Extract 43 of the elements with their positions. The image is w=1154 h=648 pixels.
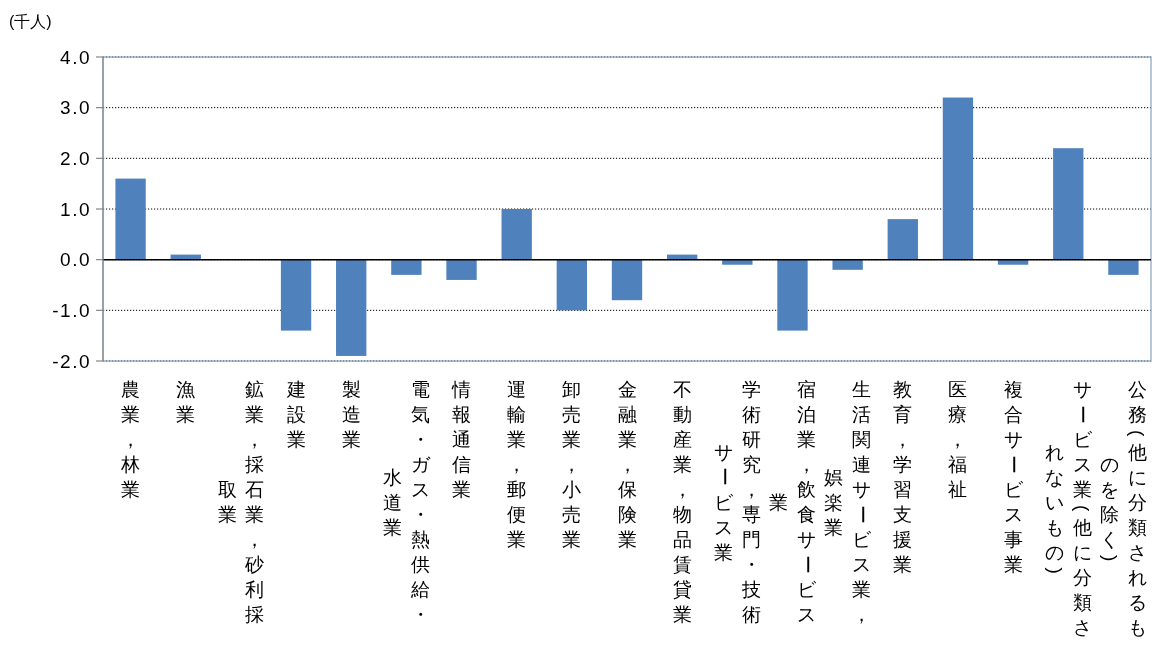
x-tick-label: 卸売業，小売業	[562, 379, 582, 551]
x-tick-label: 複合サービス事業	[1003, 379, 1025, 576]
x-tick-label: 公務(他に分類されるものを除く)	[1099, 379, 1149, 638]
bar	[997, 259, 1029, 265]
bar	[887, 219, 918, 260]
x-tick-label: 製造業	[341, 379, 361, 451]
y-tick-label: 2.0	[60, 147, 91, 169]
bar	[611, 259, 643, 301]
x-tick-label: 農業，林業	[120, 379, 141, 501]
y-tick-label: 3.0	[60, 97, 91, 119]
x-tick-label: 建設業	[285, 379, 306, 451]
x-tick-label: 鉱業，採石業，砂利採取業	[217, 379, 265, 626]
x-tick-label: 漁業	[176, 379, 196, 426]
bar	[942, 97, 974, 260]
y-axis-title: (千人)	[9, 13, 52, 30]
bar	[115, 178, 146, 260]
bar	[446, 259, 477, 280]
bar	[280, 259, 312, 331]
y-tick-label: 4.0	[60, 46, 91, 68]
x-tick-label: 宿泊業，飲食サービス業	[769, 379, 818, 626]
y-tick-label: 1.0	[60, 198, 91, 220]
x-tick-label: 教育，学習支援業	[893, 379, 913, 576]
bar	[722, 259, 753, 265]
x-tick-label: 生活関連サービス業，娯楽業	[824, 379, 873, 626]
x-tick-label: 不動産業，物品賃貸業	[672, 379, 692, 626]
x-tick-label: 情報通信業	[451, 379, 472, 501]
x-tick-label: サービス業(他に分類されないもの)	[1044, 379, 1094, 638]
bar	[832, 259, 863, 270]
bar	[1108, 259, 1139, 275]
bar	[391, 259, 422, 275]
bar	[501, 209, 532, 260]
x-tick-label: 運輸業，郵便業	[507, 379, 527, 551]
bar	[777, 259, 808, 331]
y-tick-label: 0.0	[60, 249, 91, 271]
y-tick-label: -1.0	[52, 299, 91, 321]
x-tick-label: 金融業，保険業	[617, 379, 637, 551]
bar	[1053, 148, 1084, 260]
bar	[336, 259, 367, 356]
bar	[556, 259, 588, 311]
x-tick-label: 医療，福祉	[948, 379, 968, 501]
x-tick-label: 電気・ガス・熱供給・水道業	[383, 379, 431, 626]
y-tick-label: -2.0	[52, 350, 91, 372]
x-tick-label: 学術研究，専門・技術サービス業	[713, 379, 761, 626]
